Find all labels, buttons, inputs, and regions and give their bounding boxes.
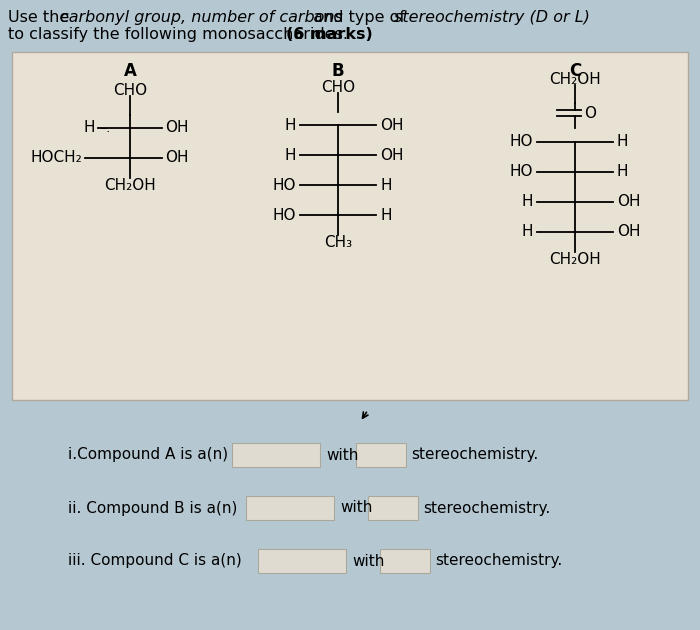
Text: to classify the following monosaccharides.: to classify the following monosaccharide… [8, 27, 353, 42]
Text: (6 marks): (6 marks) [286, 27, 372, 42]
Text: HO: HO [510, 164, 533, 180]
Text: H: H [284, 147, 296, 163]
Text: and type of: and type of [308, 10, 410, 25]
Text: H: H [380, 178, 391, 193]
Text: CH₃: CH₃ [324, 235, 352, 250]
Bar [246, 496, 334, 520]
Text: H: H [617, 134, 629, 149]
Text: H: H [380, 207, 391, 222]
Text: i.Compound A is a(n): i.Compound A is a(n) [68, 447, 228, 462]
Text: H: H [617, 164, 629, 180]
Text: carbonyl group, number of carbons: carbonyl group, number of carbons [60, 10, 343, 25]
Text: HO: HO [272, 207, 296, 222]
Bar [380, 549, 430, 573]
Text: iii. Compound C is a(n): iii. Compound C is a(n) [68, 554, 241, 568]
Text: HO: HO [510, 134, 533, 149]
Text: OH: OH [165, 151, 188, 166]
Text: C: C [569, 62, 581, 80]
Text: with: with [340, 500, 372, 515]
Bar [258, 549, 346, 573]
Text: CH₂OH: CH₂OH [549, 72, 601, 87]
Text: OH: OH [617, 195, 641, 210]
Text: H: H [284, 118, 296, 132]
Text: CHO: CHO [321, 80, 355, 95]
Text: OH: OH [380, 118, 403, 132]
Text: OH: OH [380, 147, 403, 163]
Bar [232, 443, 320, 467]
Text: with: with [352, 554, 384, 568]
Text: CHO: CHO [113, 83, 147, 98]
Text: stereochemistry.: stereochemistry. [435, 554, 562, 568]
Text: ii. Compound B is a(n): ii. Compound B is a(n) [68, 500, 237, 515]
Bar [12, 52, 688, 400]
Text: CH₂OH: CH₂OH [549, 252, 601, 267]
Text: OH: OH [617, 224, 641, 239]
Text: stereochemistry (D or L): stereochemistry (D or L) [394, 10, 590, 25]
Text: Use the: Use the [8, 10, 74, 25]
Text: A: A [124, 62, 136, 80]
Text: HO: HO [272, 178, 296, 193]
Text: H: H [522, 224, 533, 239]
Text: CH₂OH: CH₂OH [104, 178, 156, 193]
Text: with: with [326, 447, 358, 462]
Bar [368, 496, 418, 520]
Text: O: O [584, 105, 596, 120]
Text: H: H [83, 120, 95, 135]
Text: OH: OH [165, 120, 188, 135]
Text: –.: –. [100, 122, 111, 135]
Text: HOCH₂: HOCH₂ [30, 151, 82, 166]
Text: H: H [522, 195, 533, 210]
Text: B: B [332, 62, 344, 80]
Bar [356, 443, 406, 467]
Text: stereochemistry.: stereochemistry. [411, 447, 538, 462]
Text: stereochemistry.: stereochemistry. [423, 500, 550, 515]
